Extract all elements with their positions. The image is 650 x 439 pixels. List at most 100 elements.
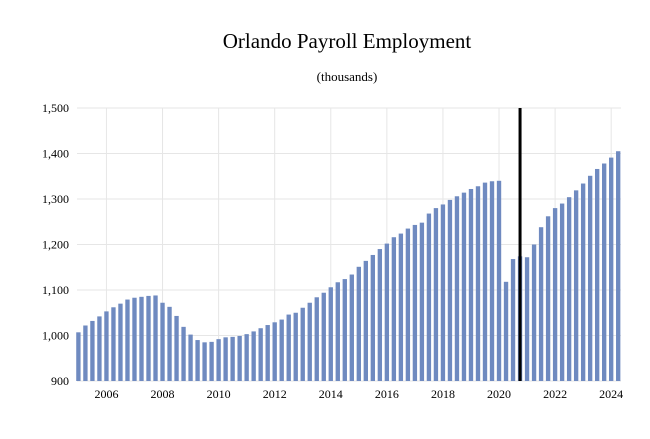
bar xyxy=(496,180,502,381)
bar xyxy=(139,296,144,381)
x-axis: 2006 2008 2010 2012 2014 2016 2018 2020 2022 2024 xyxy=(94,387,623,401)
bar xyxy=(111,307,116,381)
bar xyxy=(76,332,81,381)
x-tick-label: 2006 xyxy=(94,387,118,401)
bar xyxy=(587,175,593,381)
bar xyxy=(370,254,376,381)
bar xyxy=(531,244,537,381)
bar xyxy=(146,295,151,381)
bar xyxy=(552,208,558,381)
y-tick-label: 1,000 xyxy=(42,329,69,343)
bar xyxy=(251,331,256,381)
bar xyxy=(237,335,242,381)
bar xyxy=(609,157,614,381)
bar xyxy=(209,341,214,381)
chart-title: Orlando Payroll Employment xyxy=(223,29,472,53)
bar xyxy=(160,302,165,381)
bar xyxy=(118,303,123,381)
bar xyxy=(447,199,453,381)
bar xyxy=(461,192,467,381)
bar xyxy=(328,287,333,381)
bar xyxy=(440,204,446,381)
bar xyxy=(524,257,530,381)
bar xyxy=(132,297,137,381)
bar xyxy=(181,326,186,381)
y-tick-label: 1,300 xyxy=(42,192,69,206)
bar xyxy=(594,168,600,381)
bar xyxy=(167,306,172,381)
bar xyxy=(83,325,88,381)
bar xyxy=(454,196,460,381)
x-tick-label: 2012 xyxy=(263,387,287,401)
bar xyxy=(538,227,544,381)
y-tick-label: 1,100 xyxy=(42,283,69,297)
bar xyxy=(503,281,509,381)
bar xyxy=(125,299,130,381)
bar xyxy=(258,328,263,381)
bar xyxy=(426,213,432,381)
y-axis: 900 1,000 1,100 1,200 1,300 1,400 1,500 xyxy=(42,101,69,388)
bar xyxy=(307,302,312,381)
bar xyxy=(349,274,354,381)
bar xyxy=(265,325,270,381)
bar xyxy=(286,314,291,381)
bar xyxy=(335,282,340,381)
bar xyxy=(475,186,481,381)
bar xyxy=(321,292,326,381)
y-tick-label: 1,400 xyxy=(42,147,69,161)
bar xyxy=(398,233,404,381)
x-tick-label: 2020 xyxy=(487,387,511,401)
bar xyxy=(363,260,368,381)
bar xyxy=(545,216,551,381)
bar xyxy=(314,297,319,381)
bar xyxy=(279,319,284,381)
bar xyxy=(104,311,109,381)
bar xyxy=(153,295,158,381)
bar xyxy=(377,249,383,381)
bar xyxy=(293,312,298,381)
bar xyxy=(573,190,579,381)
bar xyxy=(566,197,572,381)
y-tick-label: 1,500 xyxy=(42,101,69,115)
bar xyxy=(202,342,207,381)
y-tick-label: 1,200 xyxy=(42,238,69,252)
bar xyxy=(195,340,200,381)
bar xyxy=(510,259,516,381)
bar xyxy=(300,307,305,381)
bar xyxy=(482,182,488,381)
bar xyxy=(216,339,221,381)
x-tick-label: 2022 xyxy=(543,387,567,401)
bar xyxy=(580,183,586,381)
bar xyxy=(433,208,439,381)
bar xyxy=(405,228,411,381)
x-tick-label: 2008 xyxy=(151,387,175,401)
bar-layer xyxy=(76,151,621,381)
y-tick-label: 900 xyxy=(51,374,69,388)
x-tick-label: 2024 xyxy=(599,387,623,401)
bar xyxy=(468,188,474,381)
bar xyxy=(244,334,249,381)
x-tick-label: 2016 xyxy=(375,387,399,401)
bar xyxy=(230,336,235,381)
bar xyxy=(188,334,193,381)
bar xyxy=(90,320,95,381)
bar xyxy=(602,163,607,381)
bar xyxy=(559,203,565,381)
bar xyxy=(97,316,102,381)
bar xyxy=(419,222,425,381)
x-tick-label: 2010 xyxy=(207,387,231,401)
bar xyxy=(489,181,495,381)
bar xyxy=(384,243,390,381)
bar xyxy=(356,266,361,381)
bar xyxy=(223,337,228,381)
bar xyxy=(391,237,397,381)
bar xyxy=(342,279,347,381)
x-tick-label: 2014 xyxy=(319,387,343,401)
bar xyxy=(412,224,418,381)
chart-subtitle: (thousands) xyxy=(317,69,378,84)
bar xyxy=(272,322,277,381)
bar xyxy=(616,151,621,381)
bar xyxy=(174,315,179,381)
